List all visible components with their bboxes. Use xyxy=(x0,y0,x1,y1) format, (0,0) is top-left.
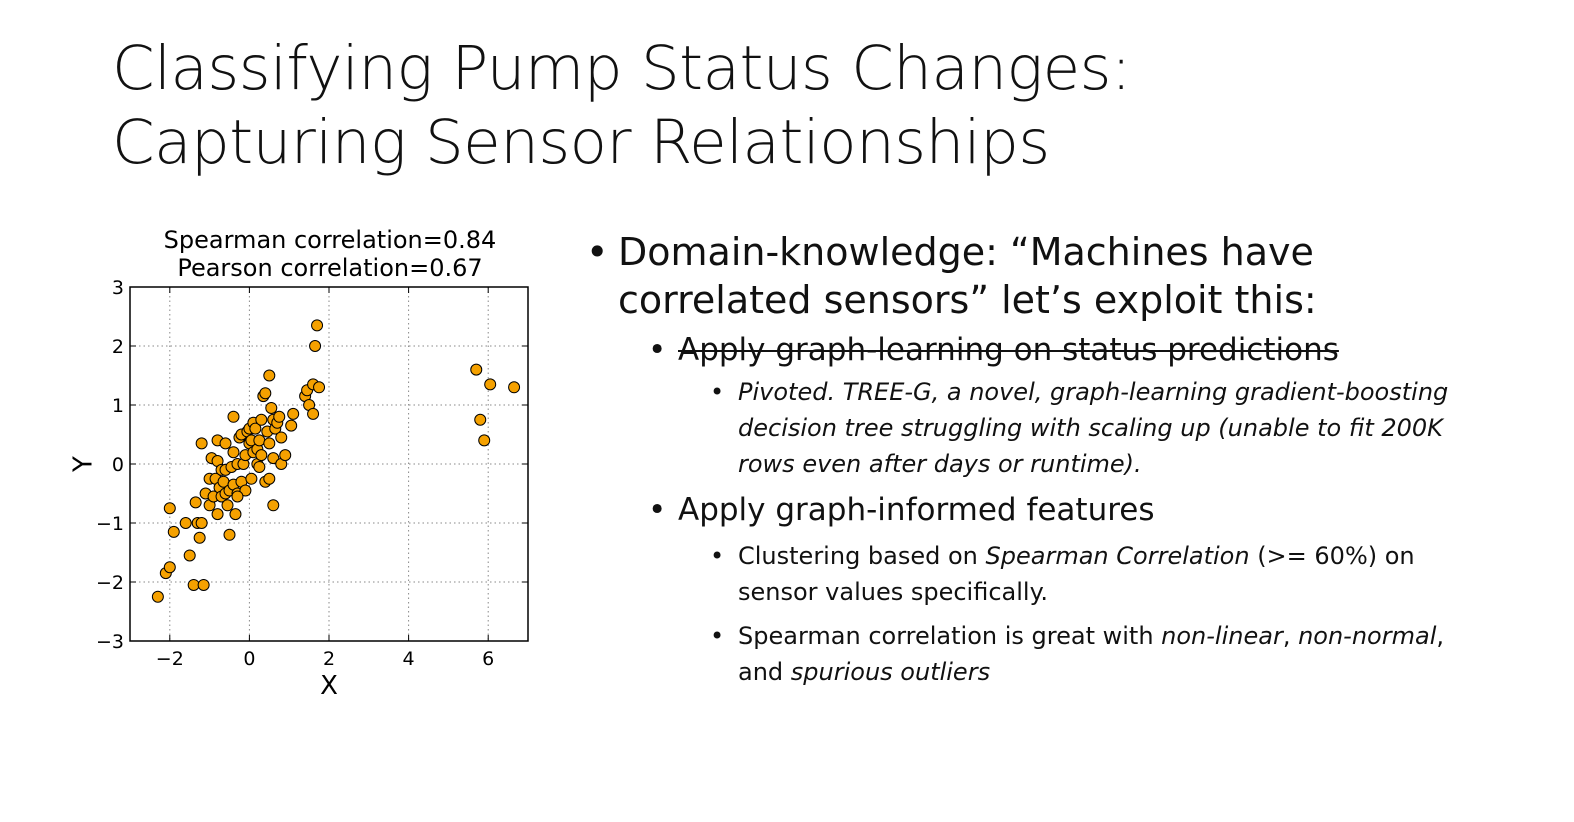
axis-ticks: −2 0 2 4 6 −3 −2 −1 0 1 2 3 xyxy=(96,277,528,670)
x-tick-label: 6 xyxy=(482,648,494,670)
y-axis-label: Y xyxy=(69,456,99,473)
x-tick-label: −2 xyxy=(156,648,184,670)
title-line-2: Capturing Sensor Relationships xyxy=(112,106,1412,180)
data-point xyxy=(164,562,175,573)
bullet-main-line-1: Domain-knowledge: “Machines have xyxy=(618,230,1314,274)
data-point xyxy=(274,411,285,422)
x-tick-label: 2 xyxy=(323,648,335,670)
data-point xyxy=(254,435,265,446)
chart-title-line-2: Pearson correlation=0.67 xyxy=(177,254,482,282)
data-point xyxy=(184,550,195,561)
data-point xyxy=(228,411,239,422)
data-point xyxy=(312,320,323,331)
data-point xyxy=(256,450,267,461)
clustering-text-a: Clustering based on xyxy=(738,542,986,570)
x-tick-label: 0 xyxy=(243,648,255,670)
data-point xyxy=(164,503,175,514)
bullet-struck-item: • Apply graph-learning on status predict… xyxy=(586,330,1546,370)
data-point xyxy=(308,408,319,419)
bullet-pivot: • Pivoted. TREE-G, a novel, graph-learni… xyxy=(586,374,1468,482)
spearman-text-b: non-linear xyxy=(1161,622,1283,650)
bullet-dot: • xyxy=(710,538,724,574)
bullet-clustering: • Clustering based on Spearman Correlati… xyxy=(586,538,1468,610)
pivot-text: Pivoted. TREE-G, a novel, graph-learning… xyxy=(738,378,1448,478)
data-point xyxy=(509,382,520,393)
bullet-dot: • xyxy=(586,228,608,276)
data-point xyxy=(232,491,243,502)
data-point xyxy=(485,379,496,390)
y-tick-label: −1 xyxy=(96,513,124,535)
data-point xyxy=(190,497,201,508)
data-point xyxy=(228,447,239,458)
scatter-chart: Spearman correlation=0.84 Pearson correl… xyxy=(60,222,560,712)
data-point xyxy=(246,473,257,484)
x-tick-label: 4 xyxy=(403,648,415,670)
data-point xyxy=(196,518,207,529)
data-point xyxy=(260,388,271,399)
data-point xyxy=(152,591,163,602)
y-tick-label: 2 xyxy=(112,336,124,358)
bullet-domain-knowledge: • Domain-knowledge: “Machines have corre… xyxy=(586,228,1546,324)
bullet-dot: • xyxy=(648,330,666,370)
chart-title-line-1: Spearman correlation=0.84 xyxy=(164,226,497,254)
y-tick-label: −3 xyxy=(96,631,124,653)
data-point xyxy=(475,414,486,425)
data-point xyxy=(180,518,191,529)
data-point xyxy=(212,509,223,520)
bullet-dot: • xyxy=(710,374,724,410)
y-tick-label: 3 xyxy=(112,277,124,299)
data-point xyxy=(471,364,482,375)
spearman-text-c: , xyxy=(1283,622,1298,650)
title-line-1: Classifying Pump Status Changes: xyxy=(112,32,1412,106)
bullet-main-line-2: correlated sensors” let’s exploit this: xyxy=(618,278,1317,322)
bullet-dot: • xyxy=(648,490,666,530)
graph-features-text: Apply graph-informed features xyxy=(678,492,1155,528)
data-point xyxy=(268,500,279,511)
data-point xyxy=(264,370,275,381)
y-tick-label: 1 xyxy=(112,395,124,417)
data-point xyxy=(188,579,199,590)
clustering-text-b: Spearman Correlation xyxy=(986,542,1250,570)
data-point xyxy=(220,438,231,449)
data-point xyxy=(222,500,233,511)
data-point xyxy=(224,529,235,540)
bullet-graph-features: • Apply graph-informed features xyxy=(586,490,1546,530)
spearman-text-a: Spearman correlation is great with xyxy=(738,622,1161,650)
data-point xyxy=(266,402,277,413)
data-point xyxy=(264,473,275,484)
data-point xyxy=(276,432,287,443)
spearman-text-d: non-normal xyxy=(1298,622,1436,650)
spearman-text-f: spurious outliers xyxy=(791,658,990,686)
struck-item-text: Apply graph-learning on status predictio… xyxy=(678,332,1339,368)
data-point xyxy=(479,435,490,446)
data-point xyxy=(230,509,241,520)
data-point xyxy=(288,408,299,419)
bullet-list: • Domain-knowledge: “Machines have corre… xyxy=(586,228,1546,690)
data-point xyxy=(196,438,207,449)
data-point xyxy=(254,461,265,472)
data-point xyxy=(310,341,321,352)
bullet-spearman: • Spearman correlation is great with non… xyxy=(586,618,1468,690)
y-tick-label: −2 xyxy=(96,572,124,594)
data-point xyxy=(194,532,205,543)
bullet-dot: • xyxy=(710,618,724,654)
data-point xyxy=(198,579,209,590)
data-point xyxy=(256,414,267,425)
data-point xyxy=(280,450,291,461)
data-point xyxy=(168,526,179,537)
slide-title: Classifying Pump Status Changes: Capturi… xyxy=(112,32,1412,180)
data-point xyxy=(314,382,325,393)
data-point xyxy=(264,438,275,449)
y-tick-label: 0 xyxy=(112,454,124,476)
data-points xyxy=(152,320,519,602)
x-axis-label: X xyxy=(320,671,338,701)
data-point xyxy=(286,420,297,431)
